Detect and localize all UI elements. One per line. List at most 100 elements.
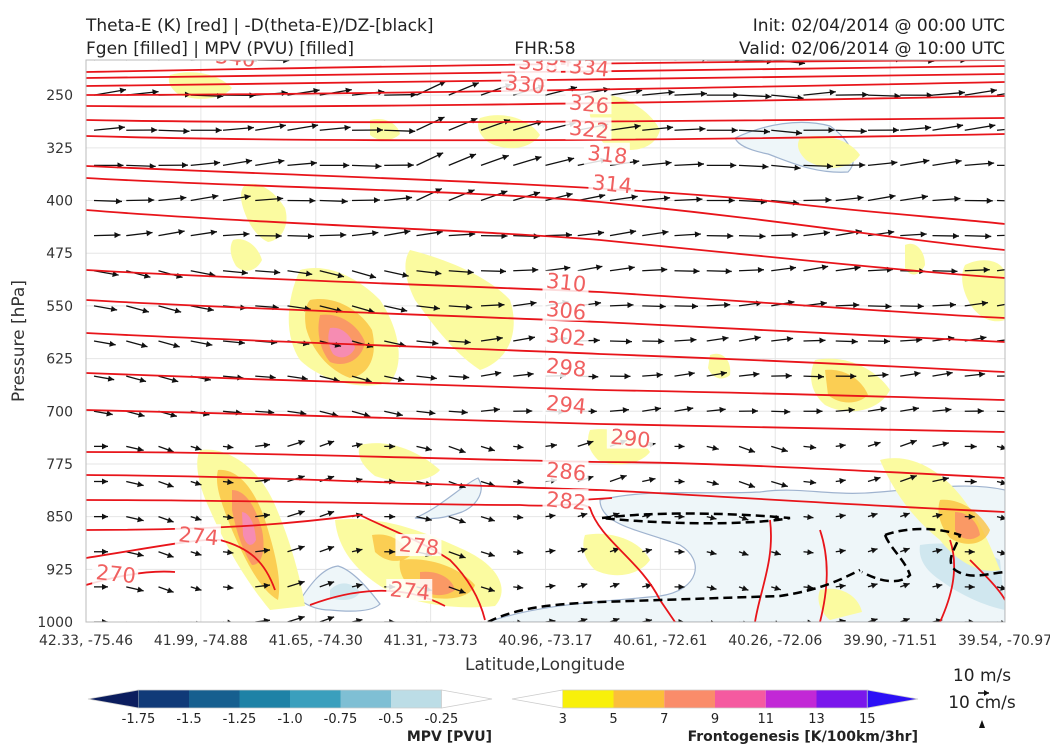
wind-arrowhead — [690, 337, 697, 344]
wind-vectors — [93, 52, 1029, 622]
wind-arrowhead — [109, 340, 116, 347]
wind-arrowhead — [178, 229, 185, 236]
wind-arrowhead — [954, 195, 961, 202]
wind-arrowhead — [166, 587, 174, 594]
wind-arrowhead — [580, 512, 588, 519]
wind-arrowhead — [527, 371, 534, 378]
wind-arrowhead — [634, 123, 641, 130]
wind-arrowhead — [467, 189, 475, 195]
wind-arrowhead — [403, 229, 411, 236]
wind-arrowhead — [946, 370, 953, 377]
wind-arrowhead — [102, 478, 108, 485]
mpv-colorbar-label: MPV [PVU] — [407, 729, 492, 745]
wind-arrowhead — [631, 194, 638, 201]
wind-arrowhead — [106, 410, 113, 417]
wind-arrowhead — [839, 583, 846, 590]
theta-e-label-bg — [211, 60, 258, 68]
wind-arrowhead — [935, 583, 943, 589]
fgen-region — [825, 369, 868, 403]
wind-arrowhead — [968, 513, 975, 520]
colorbar-segment — [138, 690, 189, 708]
wind-arrowhead — [283, 60, 290, 64]
wind-arrowhead — [935, 512, 943, 519]
colorbar-segment — [290, 690, 341, 708]
wind-arrow — [416, 60, 419, 61]
wind-arrowhead — [857, 195, 864, 201]
theta-e-contour — [86, 95, 1005, 108]
wind-arrowhead — [1023, 88, 1029, 94]
wind-arrowhead — [397, 376, 405, 383]
wind-arrowhead — [955, 158, 962, 165]
theta-e-contour — [969, 559, 1005, 601]
theta-e-label-bg — [542, 270, 589, 293]
wind-arrow — [126, 621, 130, 622]
wind-arrowhead — [678, 583, 685, 590]
wind-arrowhead — [883, 338, 890, 345]
wind-arrowhead — [279, 123, 286, 130]
wind-arrowhead — [823, 230, 830, 237]
wind-arrowhead — [945, 406, 952, 413]
fgen-region — [370, 118, 400, 141]
wind-arrowhead — [990, 87, 997, 94]
wind-arrow — [996, 93, 1005, 96]
theta-e-contour — [86, 117, 1005, 124]
wind-arrowhead — [412, 54, 418, 60]
wind-arrowhead — [211, 193, 219, 200]
wind-arrowhead — [670, 60, 671, 61]
wind-arrowhead — [396, 411, 403, 417]
wind-arrowhead — [658, 338, 665, 345]
wind-arrowhead — [987, 160, 995, 167]
wind-arrowhead — [205, 341, 213, 347]
theta-e-contour — [86, 209, 1005, 279]
wind-arrowhead — [436, 152, 444, 159]
wind-arrow — [481, 621, 484, 622]
wind-arrowhead — [809, 479, 817, 486]
wind-arrowhead — [496, 335, 503, 342]
wind-arrowhead — [379, 52, 385, 58]
wind-arrowhead — [593, 337, 600, 344]
wind-arrowhead — [488, 445, 495, 452]
wind-arrowhead — [784, 408, 791, 415]
wind-arrowhead — [549, 618, 556, 622]
wind-arrowhead — [970, 478, 977, 485]
fgen-region — [168, 72, 232, 99]
wind-arrowhead — [311, 123, 319, 130]
wind-arrowhead — [795, 129, 803, 136]
wind-arrowhead — [149, 163, 156, 170]
wind-arrowhead — [624, 373, 631, 380]
theta-e-contours — [86, 60, 1005, 622]
wind-arrowhead — [502, 154, 509, 161]
colorbar-tick: -0.5 — [378, 712, 403, 727]
theta-e-label: 298 — [545, 354, 587, 382]
wind-arrowhead — [530, 300, 537, 307]
wind-arrowhead — [741, 515, 749, 521]
wind-arrowhead — [956, 123, 964, 130]
wind-arrowhead — [170, 411, 177, 418]
wind-arrowhead — [337, 272, 345, 279]
wind-arrowhead — [355, 582, 363, 589]
wind-arrowhead — [307, 233, 314, 240]
y-tick-label: 550 — [46, 299, 73, 315]
x-tick-label: 41.31, -73.73 — [384, 633, 478, 649]
wind-arrowhead — [952, 232, 959, 239]
wind-arrowhead — [678, 478, 685, 485]
wind-arrowhead — [215, 127, 222, 134]
wind-arrowhead — [1000, 514, 1005, 521]
wind-arrowhead — [263, 617, 270, 622]
wind-arrowhead — [645, 618, 653, 622]
wind-arrowhead — [341, 198, 348, 205]
wind-arrow — [610, 60, 615, 61]
wind-arrowhead — [720, 370, 727, 377]
wind-arrowhead — [148, 197, 155, 204]
wind-arrowhead — [499, 268, 506, 275]
wind-arrowhead — [785, 372, 792, 379]
wind-arrowhead — [590, 408, 597, 415]
wind-arrowhead — [870, 547, 878, 554]
wind-arrowhead — [137, 446, 144, 452]
wind-arrowhead — [826, 163, 833, 170]
wind-arrowhead — [920, 231, 927, 238]
wind-arrowhead — [820, 300, 827, 307]
wind-arrowhead — [748, 482, 756, 489]
theta-e-label-bg — [606, 426, 653, 449]
y-tick-label: 400 — [46, 194, 73, 210]
